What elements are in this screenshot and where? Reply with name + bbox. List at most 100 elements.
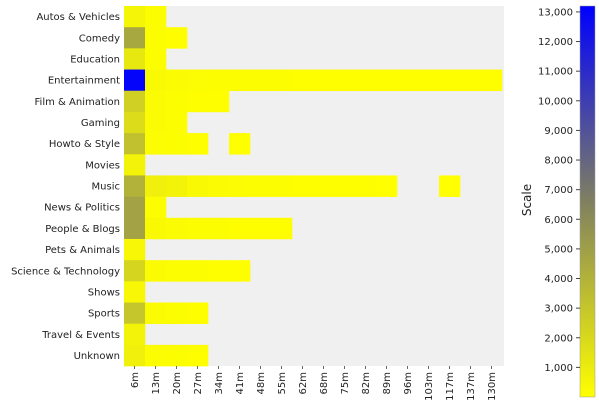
x-category-label: 137m (466, 372, 477, 401)
heatmap-cell[interactable] (124, 27, 146, 49)
heatmap-cell[interactable] (166, 175, 188, 197)
heatmap-cell[interactable] (187, 344, 209, 367)
heatmap-cell[interactable] (124, 175, 146, 197)
heatmap-cell[interactable] (187, 302, 209, 324)
heatmap-cell[interactable] (250, 175, 272, 197)
heatmap-cell[interactable] (271, 69, 293, 92)
y-category-label: News & Politics (44, 203, 120, 214)
heatmap-cell[interactable] (124, 217, 146, 240)
y-category-label: Film & Animation (35, 97, 120, 108)
heatmap-cell[interactable] (334, 69, 356, 92)
heatmap-cell[interactable] (124, 323, 146, 346)
x-category-label: 103m (424, 372, 435, 401)
heatmap-cell[interactable] (145, 175, 167, 197)
heatmap-cell[interactable] (145, 48, 167, 70)
heatmap-cell[interactable] (313, 175, 335, 197)
heatmap-cell[interactable] (271, 175, 293, 197)
heatmap-cell[interactable] (229, 175, 251, 197)
x-category-label: 117m (445, 372, 456, 401)
y-category-label: Comedy (79, 33, 120, 44)
heatmap-cell[interactable] (124, 90, 146, 113)
heatmap-cell[interactable] (229, 69, 251, 92)
y-category-label: Unknown (74, 351, 120, 362)
heatmap-cell[interactable] (376, 69, 398, 92)
heatmap-cell[interactable] (208, 175, 230, 197)
heatmap-cell[interactable] (166, 344, 188, 367)
heatmap-cell[interactable] (145, 217, 167, 240)
heatmap-cell[interactable] (145, 111, 167, 134)
heatmap-cell[interactable] (355, 69, 377, 92)
heatmap-cell[interactable] (124, 281, 146, 303)
heatmap-cell[interactable] (145, 260, 167, 282)
heatmap-cell[interactable] (166, 260, 188, 282)
heatmap-cell[interactable] (145, 196, 167, 219)
heatmap-cell[interactable] (187, 217, 209, 240)
x-category-label: 27m (193, 372, 204, 394)
heatmap-cell[interactable] (124, 154, 146, 176)
heatmap-cell[interactable] (124, 302, 146, 324)
scale-title: Scale (520, 184, 534, 216)
heatmap-cell[interactable] (187, 260, 209, 282)
heatmap-cell[interactable] (166, 69, 188, 92)
heatmap-cell[interactable] (250, 69, 272, 92)
heatmap-cell[interactable] (355, 175, 377, 197)
heatmap-cell[interactable] (376, 175, 398, 197)
heatmap-cell[interactable] (187, 69, 209, 92)
scale-tick-label: 7,000 (544, 185, 573, 196)
heatmap-cell[interactable] (229, 217, 251, 240)
heatmap-cell[interactable] (187, 175, 209, 197)
heatmap-cell[interactable] (439, 69, 461, 92)
heatmap-cell[interactable] (145, 69, 167, 92)
heatmap-cell[interactable] (208, 69, 230, 92)
heatmap-cell[interactable] (187, 90, 209, 113)
heatmap-cell[interactable] (166, 90, 188, 113)
heatmap-cell[interactable] (229, 133, 251, 155)
heatmap-cell[interactable] (166, 111, 188, 134)
heatmap-cell[interactable] (166, 302, 188, 324)
heatmap-cell[interactable] (124, 260, 146, 282)
heatmap-cell[interactable] (124, 238, 146, 261)
heatmap-cell[interactable] (145, 133, 167, 155)
heatmap-cell[interactable] (460, 69, 482, 92)
heatmap-cell[interactable] (145, 90, 167, 113)
scale-tick-label: 2,000 (544, 333, 573, 344)
heatmap-cell[interactable] (250, 217, 272, 240)
scale-tick-label: 3,000 (544, 304, 573, 315)
heatmap-cell[interactable] (397, 69, 419, 92)
heatmap-cell[interactable] (124, 111, 146, 134)
heatmap-cell[interactable] (124, 133, 146, 155)
heatmap-cell[interactable] (145, 6, 167, 28)
x-category-label: 41m (235, 372, 246, 394)
heatmap-cell[interactable] (145, 344, 167, 367)
scale-tick-label: 11,000 (538, 67, 573, 78)
heatmap-cell[interactable] (418, 69, 440, 92)
heatmap-cell[interactable] (166, 217, 188, 240)
heatmap-cell[interactable] (313, 69, 335, 92)
y-category-label: Science & Technology (11, 266, 120, 277)
heatmap-cell[interactable] (481, 69, 503, 92)
heatmap-cell[interactable] (124, 69, 146, 92)
heatmap-cell[interactable] (145, 27, 167, 49)
heatmap-cell[interactable] (292, 69, 314, 92)
heatmap-cell[interactable] (208, 90, 230, 113)
scale-tick-label: 12,000 (538, 37, 573, 48)
heatmap-cell[interactable] (187, 133, 209, 155)
heatmap-cell[interactable] (229, 260, 251, 282)
x-category-label: 130m (487, 372, 498, 401)
heatmap-cell[interactable] (124, 344, 146, 367)
x-category-label: 75m (340, 372, 351, 394)
heatmap-cell[interactable] (334, 175, 356, 197)
x-category-label: 13m (151, 372, 162, 394)
heatmap-cell[interactable] (208, 217, 230, 240)
heatmap-cell[interactable] (292, 175, 314, 197)
heatmap-cell[interactable] (166, 133, 188, 155)
heatmap-cell[interactable] (124, 48, 146, 70)
x-category-label: 20m (172, 372, 183, 394)
heatmap-cell[interactable] (208, 260, 230, 282)
heatmap-cell[interactable] (145, 302, 167, 324)
heatmap-cell[interactable] (124, 6, 146, 28)
heatmap-cell[interactable] (439, 175, 461, 197)
heatmap-cell[interactable] (271, 217, 293, 240)
heatmap-cell[interactable] (166, 27, 188, 49)
heatmap-cell[interactable] (124, 196, 146, 219)
